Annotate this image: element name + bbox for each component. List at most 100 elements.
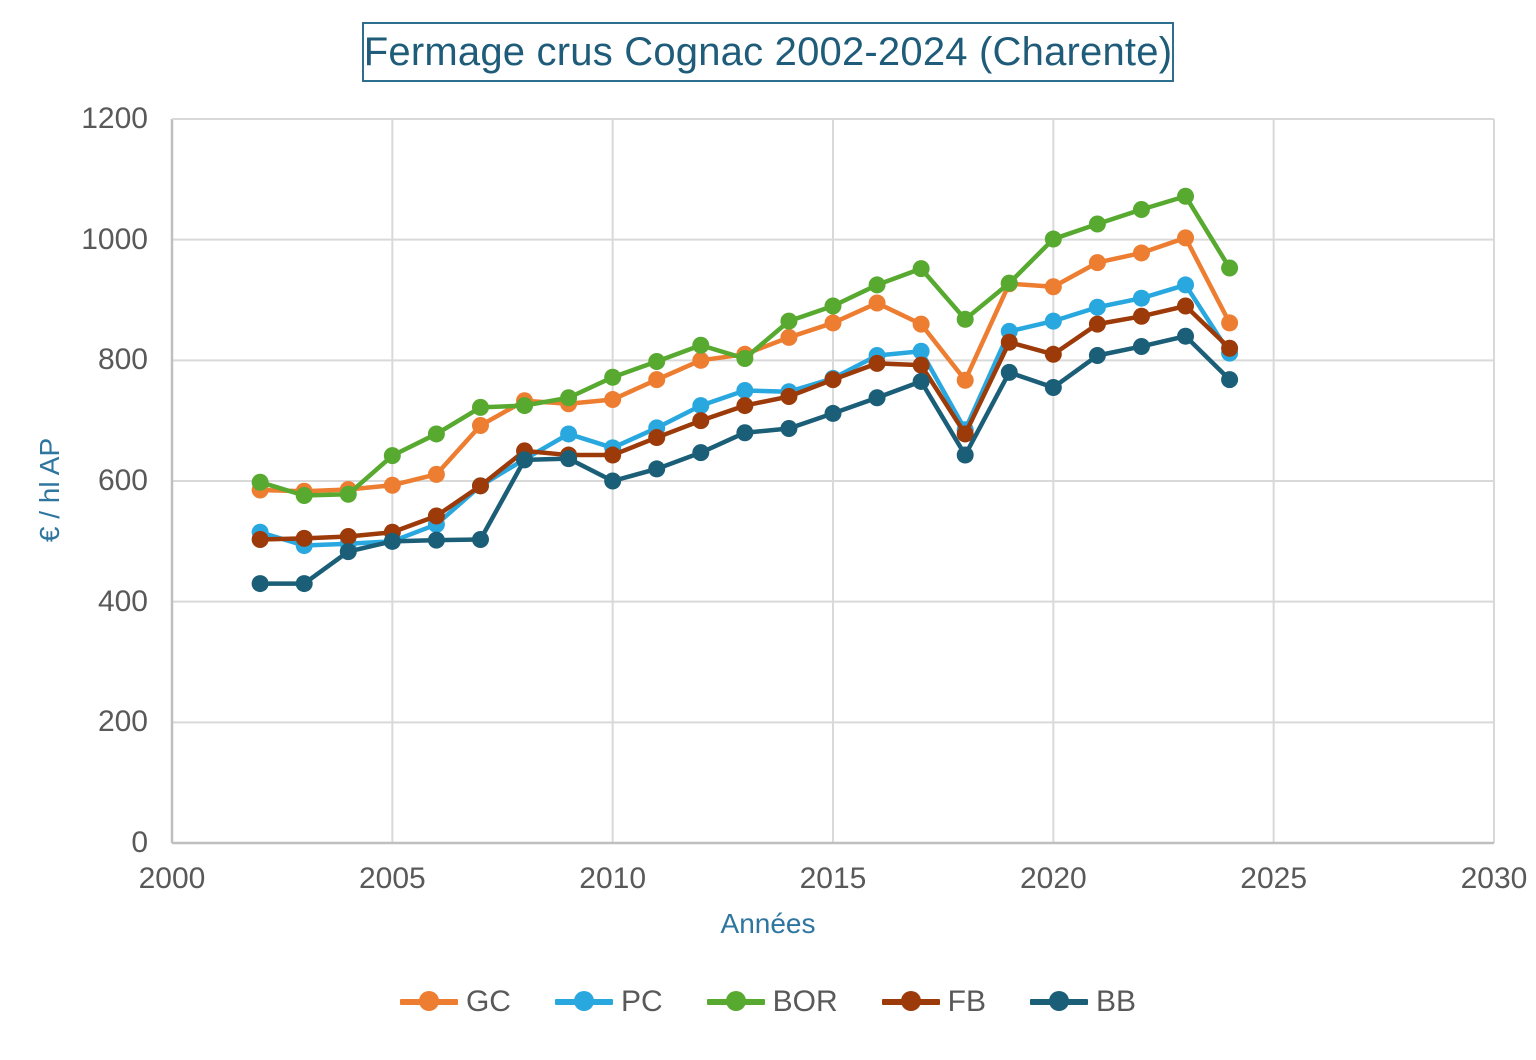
data-point bbox=[736, 397, 754, 415]
legend-dot-icon bbox=[418, 991, 439, 1011]
legend-marker-icon bbox=[399, 990, 458, 1014]
legend-dot-icon bbox=[900, 991, 921, 1011]
data-point bbox=[648, 460, 666, 478]
data-point bbox=[339, 485, 357, 503]
x-tick-label: 2030 bbox=[1460, 862, 1528, 895]
data-point bbox=[471, 531, 489, 549]
legend-dot-icon bbox=[573, 991, 594, 1011]
y-axis-tick-labels: 0 200 400 600 800 1000 1200 bbox=[0, 0, 160, 1060]
series-bor bbox=[251, 187, 1239, 504]
legend-item-gc[interactable]: GC bbox=[399, 985, 511, 1019]
data-point bbox=[780, 328, 798, 346]
data-point bbox=[824, 297, 842, 315]
data-point bbox=[780, 312, 798, 330]
legend-item-bor[interactable]: BOR bbox=[706, 985, 838, 1019]
data-point bbox=[868, 389, 886, 407]
legend-item-bb[interactable]: BB bbox=[1030, 985, 1136, 1019]
data-point bbox=[956, 446, 974, 464]
x-tick-label: 2020 bbox=[1019, 862, 1087, 895]
data-point bbox=[560, 389, 578, 407]
data-point bbox=[1221, 259, 1239, 277]
data-point bbox=[824, 404, 842, 422]
data-point bbox=[427, 507, 445, 525]
data-point bbox=[956, 425, 974, 443]
data-point bbox=[251, 575, 269, 593]
data-point bbox=[427, 531, 445, 549]
x-tick-label: 2000 bbox=[138, 862, 206, 895]
chart-legend: GC PC BOR FB BB bbox=[0, 985, 1536, 1019]
data-point bbox=[1221, 339, 1239, 357]
data-point bbox=[251, 531, 269, 549]
series-pc bbox=[251, 276, 1239, 555]
series-bb bbox=[251, 327, 1239, 593]
data-point bbox=[560, 425, 578, 443]
data-point bbox=[868, 276, 886, 294]
data-point bbox=[1000, 363, 1018, 381]
y-tick-label: 1000 bbox=[81, 222, 148, 256]
data-point bbox=[604, 472, 622, 490]
data-point bbox=[251, 473, 269, 491]
data-point bbox=[295, 486, 313, 504]
data-point bbox=[648, 371, 666, 389]
data-point bbox=[295, 529, 313, 547]
chart-title-box: Fermage crus Cognac 2002-2024 (Charente) bbox=[362, 22, 1174, 82]
data-point bbox=[1221, 371, 1239, 389]
data-point bbox=[780, 388, 798, 406]
data-point bbox=[427, 425, 445, 443]
series-line-fb bbox=[257, 303, 1232, 542]
legend-item-label: FB bbox=[947, 985, 986, 1018]
legend-item-label: GC bbox=[465, 985, 511, 1018]
data-point bbox=[427, 465, 445, 483]
data-point bbox=[1177, 297, 1195, 315]
chart-title-text: Fermage crus Cognac 2002-2024 (Charente) bbox=[363, 30, 1173, 74]
data-point bbox=[383, 476, 401, 494]
data-point bbox=[692, 351, 710, 369]
x-axis-tick-labels: 2000 2005 2010 2015 2020 2025 2030 bbox=[0, 862, 1536, 910]
data-point bbox=[295, 575, 313, 593]
data-point bbox=[383, 447, 401, 465]
data-point bbox=[824, 371, 842, 389]
legend-marker-icon bbox=[554, 990, 613, 1014]
data-point bbox=[1044, 230, 1062, 248]
plot-svg bbox=[170, 118, 1495, 845]
data-point bbox=[1088, 315, 1106, 333]
data-point bbox=[339, 543, 357, 561]
data-point bbox=[736, 350, 754, 368]
data-point bbox=[912, 342, 930, 360]
legend-item-pc[interactable]: PC bbox=[554, 985, 663, 1019]
x-axis-title: Années bbox=[0, 908, 1536, 940]
data-point bbox=[604, 446, 622, 464]
data-point bbox=[912, 356, 930, 374]
plot-frame bbox=[170, 118, 1494, 845]
data-point bbox=[956, 310, 974, 328]
data-point bbox=[1000, 333, 1018, 351]
data-point bbox=[648, 429, 666, 447]
data-point bbox=[471, 398, 489, 416]
legend-marker-icon bbox=[706, 990, 765, 1014]
plot-area bbox=[170, 118, 1495, 845]
legend-marker-icon bbox=[881, 990, 940, 1014]
series-layer bbox=[251, 187, 1239, 593]
legend-marker-icon bbox=[1030, 990, 1088, 1014]
legend-item-label: BOR bbox=[772, 985, 838, 1018]
x-tick-label: 2005 bbox=[358, 862, 426, 895]
y-tick-label: 800 bbox=[97, 343, 148, 377]
data-point bbox=[780, 420, 798, 438]
data-point bbox=[383, 532, 401, 550]
data-point bbox=[736, 382, 754, 399]
data-point bbox=[1044, 278, 1062, 296]
y-tick-label: 600 bbox=[97, 464, 148, 497]
data-point bbox=[560, 450, 578, 468]
data-point bbox=[824, 314, 842, 332]
gridlines bbox=[172, 118, 1495, 843]
data-point bbox=[1177, 327, 1195, 345]
x-tick-label: 2010 bbox=[579, 862, 647, 895]
data-point bbox=[1088, 347, 1106, 365]
data-point bbox=[692, 444, 710, 462]
data-point bbox=[1000, 274, 1018, 292]
legend-item-fb[interactable]: FB bbox=[881, 985, 986, 1019]
data-point bbox=[912, 260, 930, 278]
data-point bbox=[868, 294, 886, 312]
data-point bbox=[1177, 229, 1195, 247]
